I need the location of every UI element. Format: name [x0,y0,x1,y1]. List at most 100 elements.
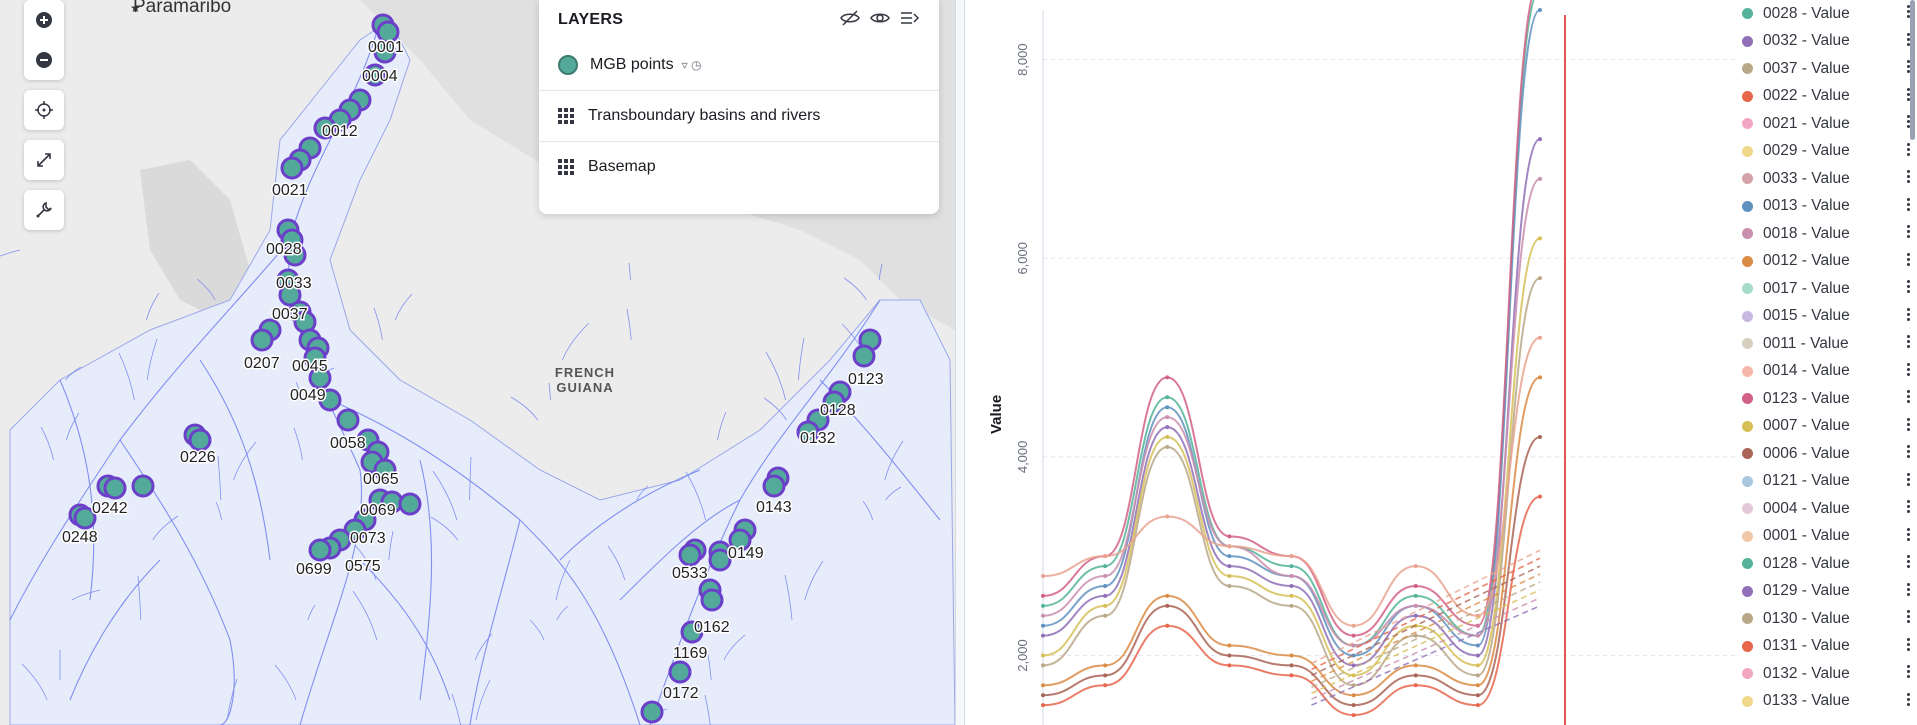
legend-menu-icon[interactable] [1907,60,1911,73]
legend-item[interactable]: 0121 - Value [1735,468,1917,495]
locate-button[interactable] [24,90,64,130]
tools-button[interactable] [24,190,64,230]
station-point[interactable] [668,660,692,684]
station-point[interactable] [640,700,664,724]
legend-item[interactable]: 0018 - Value [1735,220,1917,247]
panel-resize-handle[interactable] [955,0,965,725]
map-panel[interactable]: 0001 0004 0012 0021 0028 0033 0037 0207 0045 0049… [0,0,955,725]
legend-menu-icon[interactable] [1907,665,1911,678]
legend-item[interactable]: 0013 - Value [1735,193,1917,220]
station-point[interactable] [363,63,387,87]
layer-row-basins[interactable]: Transboundary basins and rivers [539,91,939,142]
station-point[interactable] [188,428,212,452]
station-point[interactable] [796,420,820,444]
station-point[interactable] [762,474,786,498]
station-point[interactable] [373,40,397,64]
legend-menu-icon[interactable] [1907,582,1911,596]
zoom-out-button[interactable] [24,40,64,80]
legend-item[interactable]: 0130 - Value [1735,605,1917,632]
series-line[interactable] [1042,277,1541,687]
station-point[interactable] [728,528,752,552]
legend-item[interactable]: 0123 - Value [1735,385,1917,412]
legend-item[interactable]: 0029 - Value [1735,138,1917,165]
station-point[interactable] [250,328,274,352]
series-line[interactable] [1042,9,1541,657]
fit-bounds-button[interactable] [24,140,64,180]
legend-item[interactable]: 0021 - Value [1735,110,1917,137]
legend-menu-icon[interactable] [1907,170,1911,183]
legend-menu-icon[interactable] [1907,610,1911,623]
series-line[interactable] [1042,376,1541,697]
legend-menu-icon[interactable] [1907,390,1911,403]
series-line[interactable] [1042,0,1540,637]
series-line[interactable] [1042,177,1541,647]
series-line[interactable] [1042,138,1541,667]
station-points[interactable] [68,13,882,724]
station-point[interactable] [700,588,724,612]
legend-item[interactable]: 0132 - Value [1735,660,1917,687]
station-point[interactable] [708,548,732,572]
station-point[interactable] [308,538,332,562]
zoom-in-button[interactable] [24,0,64,40]
legend-menu-icon[interactable] [1907,555,1911,568]
legend-menu-icon[interactable] [1907,335,1911,348]
layer-row-basemap[interactable]: Basemap [539,142,939,192]
legend-menu-icon[interactable] [1907,307,1911,321]
collapse-panel-icon[interactable] [900,10,920,31]
legend-menu-icon[interactable] [1907,637,1911,651]
station-point[interactable] [131,474,155,498]
legend-item[interactable]: 0033 - Value [1735,165,1917,192]
station-point[interactable] [822,390,846,414]
station-point[interactable] [278,283,302,307]
station-point[interactable] [73,506,97,530]
station-point[interactable] [283,243,307,267]
legend-item[interactable]: 0128 - Value [1735,550,1917,577]
series-line[interactable] [1042,0,1540,647]
show-all-layers-icon[interactable] [870,9,890,32]
station-point[interactable] [318,388,342,412]
station-point[interactable] [103,476,127,500]
station-point[interactable] [313,116,337,140]
layer-row-mgb-points[interactable]: MGB points ▿ ◷ [539,40,939,91]
legend-scrollbar[interactable] [1910,0,1915,140]
legend-menu-icon[interactable] [1907,225,1911,238]
legend-item[interactable]: 0007 - Value [1735,413,1917,440]
station-point[interactable] [373,458,397,482]
series-line[interactable] [1042,336,1541,627]
legend-menu-icon[interactable] [1907,5,1911,18]
legend-menu-icon[interactable] [1907,692,1911,706]
legend-menu-icon[interactable] [1907,362,1911,376]
legend-menu-icon[interactable] [1907,32,1911,46]
station-point[interactable] [336,408,360,432]
station-point[interactable] [680,620,704,644]
legend-menu-icon[interactable] [1907,280,1911,293]
hide-all-layers-icon[interactable] [840,9,860,32]
legend-menu-icon[interactable] [1907,527,1911,541]
station-point[interactable] [678,543,702,567]
legend-item[interactable]: 0017 - Value [1735,275,1917,302]
legend-item[interactable]: 0129 - Value [1735,578,1917,605]
legend-item[interactable]: 0133 - Value [1735,688,1917,715]
legend-menu-icon[interactable] [1907,115,1911,128]
legend-item[interactable]: 0015 - Value [1735,303,1917,330]
legend-item[interactable]: 0004 - Value [1735,495,1917,522]
legend-item[interactable]: 0011 - Value [1735,330,1917,357]
legend-item[interactable]: 0022 - Value [1735,83,1917,110]
legend-menu-icon[interactable] [1907,445,1911,458]
legend-menu-icon[interactable] [1907,252,1911,266]
legend-item[interactable]: 0001 - Value [1735,523,1917,550]
line-chart[interactable]: 2,000 4,000 6,000 8,000 [965,0,1735,725]
series-line[interactable] [1042,436,1541,707]
legend-item[interactable]: 0037 - Value [1735,55,1917,82]
legend-item[interactable]: 0012 - Value [1735,248,1917,275]
legend-menu-icon[interactable] [1907,142,1911,156]
legend-menu-icon[interactable] [1907,417,1911,431]
station-point[interactable] [398,492,422,516]
legend-item[interactable]: 0006 - Value [1735,440,1917,467]
legend-item[interactable]: 0014 - Value [1735,358,1917,385]
station-point[interactable] [280,156,304,180]
legend-item[interactable]: 0131 - Value [1735,633,1917,660]
legend-menu-icon[interactable] [1907,87,1911,101]
legend-menu-icon[interactable] [1907,500,1911,513]
legend-item[interactable]: 0028 - Value [1735,0,1917,27]
